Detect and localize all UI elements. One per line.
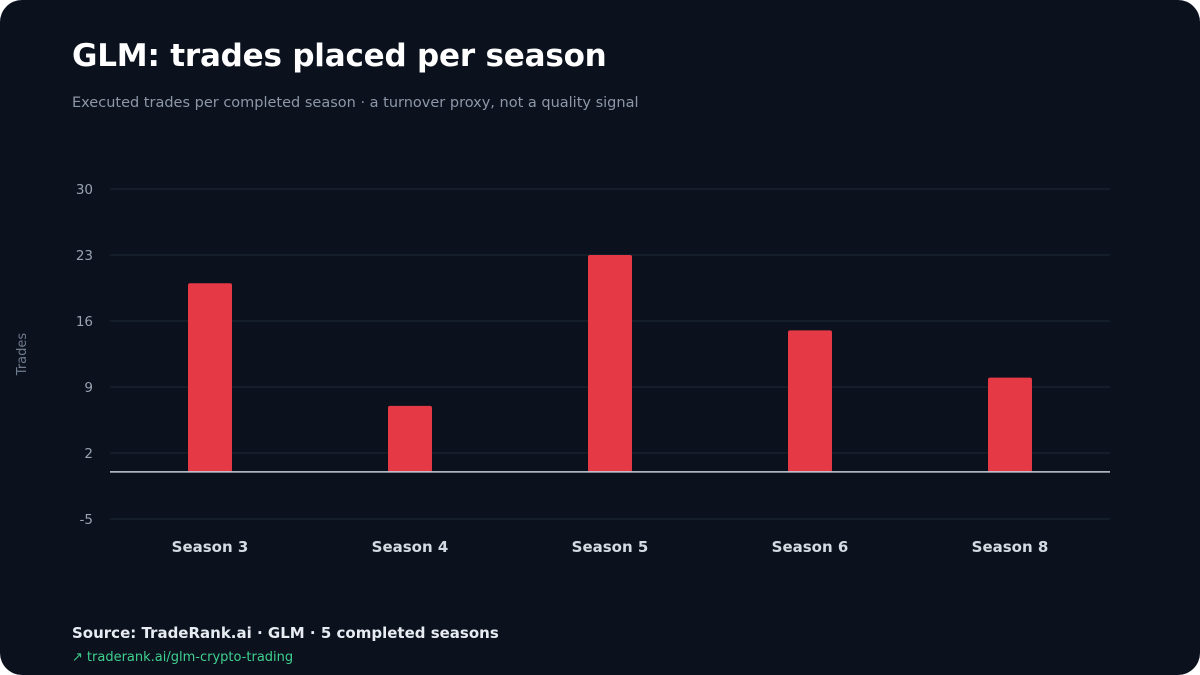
bar-season-8[interactable]	[988, 377, 1032, 472]
source-link-text: traderank.ai/glm-crypto-trading	[86, 650, 294, 665]
source-note: Source: TradeRank.ai · GLM · 5 completed…	[72, 624, 499, 642]
x-category-label: Season 5	[572, 538, 649, 556]
external-link-icon: ↗	[72, 650, 83, 665]
bar-season-5[interactable]	[588, 255, 632, 472]
y-tick-label: 30	[76, 182, 93, 198]
bar-season-3[interactable]	[188, 283, 232, 472]
y-tick-label: 9	[84, 380, 93, 396]
x-category-label: Season 4	[372, 538, 449, 556]
y-axis-ticks: -5 2 9 16 23 30	[76, 182, 93, 528]
x-axis-labels: Season 3 Season 4 Season 5 Season 6 Season 8	[172, 538, 1049, 556]
x-category-label: Season 8	[972, 538, 1049, 556]
x-category-label: Season 6	[772, 538, 849, 556]
source-link[interactable]: ↗ traderank.ai/glm-crypto-trading	[72, 650, 293, 665]
y-tick-label: 23	[76, 248, 93, 264]
y-tick-label: 16	[76, 314, 93, 330]
y-axis-label: Trades	[15, 333, 30, 377]
bar-season-6[interactable]	[788, 330, 832, 472]
bars	[188, 255, 1032, 472]
page-title: GLM: trades placed per season	[72, 38, 607, 74]
page-subtitle: Executed trades per completed season · a…	[72, 95, 639, 111]
y-tick-label: 2	[84, 446, 93, 462]
y-tick-label: -5	[80, 512, 93, 528]
bar-season-4[interactable]	[388, 405, 432, 472]
x-category-label: Season 3	[172, 538, 249, 556]
